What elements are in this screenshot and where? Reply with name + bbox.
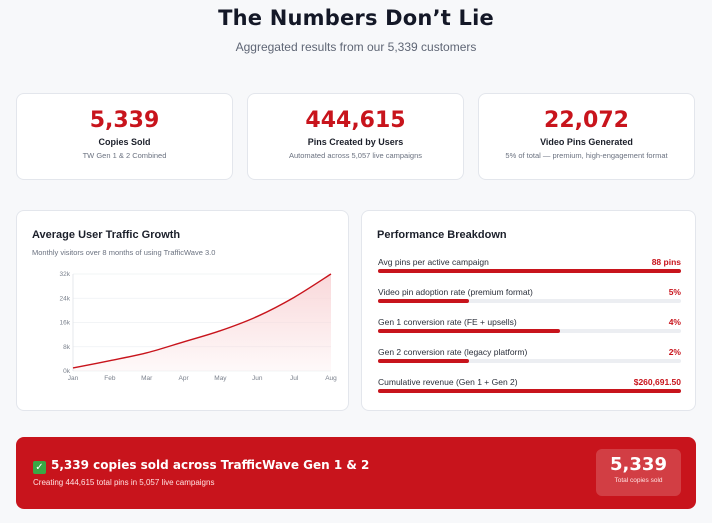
breakdown-row-avg-pins: Avg pins per active campaign 88 pins	[378, 257, 681, 279]
progress-track	[378, 359, 681, 363]
y-tick-label: 24k	[60, 295, 71, 302]
x-tick-label: Feb	[104, 375, 116, 382]
row-label: Gen 2 conversion rate (legacy platform)	[378, 347, 528, 357]
traffic-growth-panel: Average User Traffic Growth Monthly visi…	[16, 210, 349, 411]
stat-value: 444,615	[305, 108, 406, 133]
progress-fill	[378, 359, 469, 363]
y-tick-label: 0k	[63, 368, 71, 375]
page-title: The Numbers Don’t Lie	[218, 6, 494, 30]
row-label: Avg pins per active campaign	[378, 257, 489, 267]
x-tick-label: Jun	[252, 375, 263, 382]
banner-title-text: 5,339 copies sold across TrafficWave Gen…	[51, 458, 370, 472]
traffic-line	[72, 273, 332, 369]
progress-fill	[378, 389, 681, 393]
x-tick-label: Aug	[325, 375, 337, 382]
traffic-panel-subtitle: Monthly visitors over 8 months of using …	[32, 248, 216, 257]
progress-track	[378, 329, 681, 333]
stat-value: 22,072	[544, 108, 629, 133]
stat-card-copies: 5,339 Copies Sold TW Gen 1 & 2 Combined	[16, 93, 233, 180]
x-tick-label: Apr	[179, 375, 190, 382]
banner-title: ✓ 5,339 copies sold across TrafficWave Ge…	[33, 458, 369, 474]
total-copies-badge: 5,339 Total copies sold	[596, 449, 681, 496]
row-value: 5%	[668, 287, 681, 297]
traffic-area	[73, 274, 331, 371]
stat-sub: 5% of total — premium, high-engagement f…	[505, 151, 668, 160]
breakdown-row-gen1-conversion: Gen 1 conversion rate (FE + upsells) 4%	[378, 317, 681, 339]
y-tick-label: 8k	[63, 344, 71, 351]
traffic-panel-title: Average User Traffic Growth	[32, 229, 181, 241]
breakdown-row-video-adoption: Video pin adoption rate (premium format)…	[378, 287, 681, 309]
breakdown-row-cumulative-revenue: Cumulative revenue (Gen 1 + Gen 2) $260,…	[378, 377, 681, 399]
breakdown-row-gen2-conversion: Gen 2 conversion rate (legacy platform) …	[378, 347, 681, 369]
badge-label: Total copies sold	[614, 477, 663, 484]
stat-card-pins: 444,615 Pins Created by Users Automated …	[247, 93, 464, 180]
progress-track	[378, 299, 681, 303]
stat-value: 5,339	[89, 108, 160, 133]
stat-sub: Automated across 5,057 live campaigns	[289, 151, 422, 160]
stat-sub: TW Gen 1 & 2 Combined	[82, 151, 167, 160]
x-tick-label: Mar	[141, 375, 153, 382]
row-value: $260,691.50	[633, 377, 681, 387]
page-subtitle: Aggregated results from our 5,339 custom…	[235, 40, 477, 54]
y-tick-label: 16k	[60, 320, 71, 327]
row-value: 88 pins	[651, 257, 681, 267]
x-tick-label: May	[214, 375, 227, 382]
breakdown-panel-title: Performance Breakdown	[377, 229, 507, 241]
x-tick-label: Jan	[68, 375, 79, 382]
sales-banner: ✓ 5,339 copies sold across TrafficWave Ge…	[16, 437, 696, 509]
progress-fill	[378, 269, 681, 273]
stat-label: Pins Created by Users	[307, 137, 404, 147]
row-label: Cumulative revenue (Gen 1 + Gen 2)	[378, 377, 518, 387]
check-icon: ✓	[33, 461, 46, 474]
stat-card-video-pins: 22,072 Video Pins Generated 5% of total …	[478, 93, 695, 180]
progress-fill	[378, 299, 469, 303]
row-value: 2%	[668, 347, 681, 357]
badge-value: 5,339	[610, 454, 667, 475]
row-label: Gen 1 conversion rate (FE + upsells)	[378, 317, 517, 327]
stat-label: Copies Sold	[98, 137, 151, 147]
row-value: 4%	[668, 317, 681, 327]
progress-track	[378, 389, 681, 393]
stat-label: Video Pins Generated	[540, 137, 633, 147]
performance-breakdown-panel: Performance Breakdown Avg pins per activ…	[361, 210, 696, 411]
x-tick-label: Jul	[290, 375, 299, 382]
progress-fill	[378, 329, 560, 333]
progress-track	[378, 269, 681, 273]
y-tick-label: 32k	[60, 271, 71, 278]
row-label: Video pin adoption rate (premium format)	[378, 287, 533, 297]
banner-subtitle: Creating 444,615 total pins in 5,057 liv…	[33, 478, 215, 487]
